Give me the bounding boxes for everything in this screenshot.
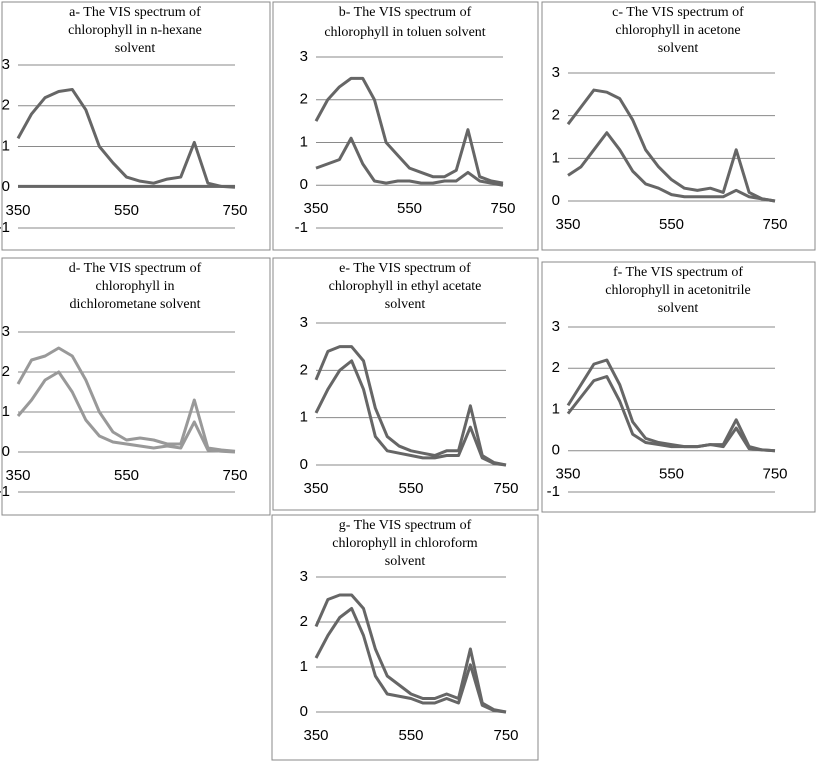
x-tick-label: 550	[397, 200, 422, 217]
x-tick-label: 550	[659, 466, 684, 483]
y-tick-label: -1	[295, 219, 308, 236]
x-tick-label: 350	[303, 727, 328, 744]
y-tick-label: 2	[300, 91, 308, 108]
chart-title: chlorophyll in toluen solvent	[324, 25, 485, 40]
spectrum-line	[16, 87, 236, 189]
y-tick-label: -1	[547, 483, 560, 500]
y-tick-label: 2	[2, 97, 10, 114]
panel-border	[272, 1, 539, 251]
chart-title: solvent	[385, 554, 426, 569]
chart-title: solvent	[115, 41, 156, 56]
spectrum-line	[16, 370, 236, 454]
x-tick-label: 750	[490, 200, 515, 217]
y-tick-label: 3	[300, 48, 308, 65]
chart-title: c- The VIS spectrum of	[612, 5, 744, 20]
x-tick-label: 350	[303, 480, 328, 497]
y-tick-label: 2	[300, 361, 308, 378]
y-tick-label: 0	[552, 442, 560, 459]
y-tick-label: 1	[300, 409, 308, 426]
x-tick-label: 750	[222, 202, 247, 219]
y-tick-label: 1	[2, 403, 10, 420]
chart-title: g- The VIS spectrum of	[339, 518, 472, 533]
panel-border	[1, 257, 271, 516]
spectrum-line	[16, 346, 236, 453]
chart-title: chlorophyll in acetonitrile	[605, 283, 750, 298]
x-tick-label: 750	[493, 727, 518, 744]
y-tick-label: 1	[300, 133, 308, 150]
chart-title: solvent	[658, 41, 699, 56]
x-tick-label: 550	[398, 480, 423, 497]
y-tick-label: -1	[0, 483, 10, 500]
y-tick-label: 0	[300, 176, 308, 193]
y-tick-label: 1	[552, 400, 560, 417]
y-tick-label: 3	[552, 318, 560, 335]
y-tick-label: -1	[0, 219, 10, 236]
y-tick-label: 3	[2, 323, 10, 340]
chart-title: dichlorometane solvent	[69, 297, 200, 312]
panel-border	[541, 261, 816, 513]
y-tick-label: 0	[2, 443, 10, 460]
y-tick-label: 2	[300, 613, 308, 630]
x-tick-label: 750	[493, 480, 518, 497]
spectrum-line	[314, 359, 507, 467]
x-tick-label: 750	[762, 466, 787, 483]
chart-title: b- The VIS spectrum of	[339, 5, 472, 20]
chart-title: chlorophyll in acetone	[615, 23, 740, 38]
y-tick-label: 1	[552, 149, 560, 166]
y-tick-label: 2	[552, 107, 560, 124]
y-tick-label: 1	[2, 137, 10, 154]
x-tick-label: 550	[398, 727, 423, 744]
chart-title: solvent	[658, 301, 699, 316]
x-tick-label: 350	[555, 216, 580, 233]
y-tick-label: 1	[300, 658, 308, 675]
spectrum-line	[314, 345, 507, 467]
spectrum-line	[314, 607, 507, 714]
y-tick-label: 0	[300, 456, 308, 473]
spectrum-line	[566, 358, 776, 453]
chart-title: e- The VIS spectrum of	[339, 261, 471, 276]
y-tick-label: 2	[552, 359, 560, 376]
chart-title: chlorophyll in ethyl acetate	[329, 279, 482, 294]
y-tick-label: 0	[2, 178, 10, 195]
chart-title: f- The VIS spectrum of	[613, 265, 743, 280]
x-tick-label: 550	[114, 467, 139, 484]
chart-title: solvent	[385, 297, 426, 312]
spectrum-line	[314, 593, 507, 714]
spectrum-line	[567, 131, 776, 203]
spectrum-line	[566, 88, 776, 203]
x-tick-label: 350	[5, 467, 30, 484]
x-tick-label: 350	[5, 202, 30, 219]
chart-title: chlorophyll in	[96, 279, 175, 294]
panel-border	[541, 1, 816, 251]
x-tick-label: 750	[762, 216, 787, 233]
y-tick-label: 0	[552, 192, 560, 209]
y-tick-label: 0	[300, 703, 308, 720]
chart-title: chlorophyll in chloroform	[332, 536, 478, 551]
panel-border	[1, 1, 271, 251]
y-tick-label: 3	[2, 56, 10, 73]
spectrum-line	[566, 375, 776, 453]
panel-border	[272, 257, 539, 511]
x-tick-label: 750	[222, 467, 247, 484]
spectrum-line	[315, 136, 504, 187]
x-tick-label: 550	[659, 216, 684, 233]
x-tick-label: 550	[114, 202, 139, 219]
x-tick-label: 350	[303, 200, 328, 217]
y-tick-label: 3	[300, 314, 308, 331]
chart-title: d- The VIS spectrum of	[69, 261, 202, 276]
spectrum-line	[314, 76, 504, 185]
y-tick-label: 3	[300, 568, 308, 585]
chart-title: a- The VIS spectrum of	[69, 5, 201, 20]
chart-title: chlorophyll in n-hexane	[68, 23, 202, 38]
panel-border	[271, 514, 539, 761]
y-tick-label: 3	[552, 64, 560, 81]
x-tick-label: 350	[555, 466, 580, 483]
y-tick-label: 2	[2, 363, 10, 380]
